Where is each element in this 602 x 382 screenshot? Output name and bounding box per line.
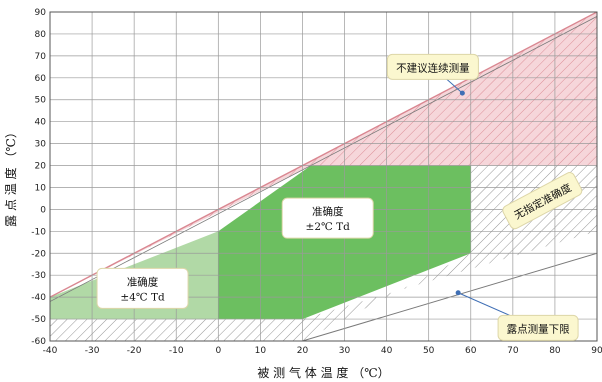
callout-text-accuracy-4c: ±4℃ Td [120, 291, 165, 303]
x-axis-title: 被 测 气 体 温 度 （℃） [257, 365, 389, 380]
leader-dot-dew-point-lower-limit [455, 290, 461, 296]
x-tick-label: 90 [591, 346, 602, 356]
x-tick-label: 40 [381, 346, 393, 356]
y-tick-label: -10 [31, 227, 46, 237]
y-tick-label: -20 [31, 249, 46, 259]
y-tick-label: 10 [35, 183, 47, 193]
dew-point-lower-limit-line [50, 252, 597, 341]
y-tick-label: 40 [35, 118, 47, 128]
x-tick-label: 0 [215, 346, 221, 356]
y-tick-label: 20 [35, 162, 47, 172]
callout-dew-point-lower-limit: 露点测量下限 [497, 314, 579, 341]
y-tick-label: 70 [35, 52, 47, 62]
x-tick-label: -40 [43, 346, 58, 356]
x-tick-label: 60 [465, 346, 477, 356]
y-axis-title: 露 点 温 度 （℃） [3, 126, 18, 227]
x-tick-label: 20 [297, 346, 309, 356]
x-tick-label: -10 [169, 346, 184, 356]
y-tick-label: 30 [35, 140, 47, 150]
y-tick-label: -60 [31, 337, 46, 347]
x-tick-label: -20 [127, 346, 142, 356]
callout-text-accuracy-4c: 准确度 [127, 275, 159, 288]
grid-layer [49, 11, 598, 342]
callout-text-accuracy-2c: ±2℃ Td [306, 221, 351, 233]
callout-box-unspecified-accuracy [502, 172, 583, 230]
saturation-line [50, 12, 597, 298]
y-tick-label: -30 [31, 271, 46, 281]
x-tick-label: 70 [507, 346, 519, 356]
ticks-layer: -40 -30 -20 -10 0 10 20 30 40 50 60 70 80 90 -60 -50 -40… [31, 8, 602, 356]
leader-dot-not-recommended [459, 90, 465, 96]
callout-accuracy-4c: 准确度 ±4℃ Td [96, 267, 189, 309]
callout-box-accuracy-4c [96, 267, 189, 309]
y-tick-label: 80 [35, 30, 47, 40]
x-tick-label: -30 [85, 346, 100, 356]
callout-text-dew-point-lower-limit: 露点测量下限 [507, 322, 570, 335]
x-tick-label: 80 [549, 346, 561, 356]
callout-box-not-recommended [386, 53, 479, 80]
callout-accuracy-2c: 准确度 ±2℃ Td [281, 197, 374, 239]
y-tick-label: 50 [35, 96, 47, 106]
saturation-offset-line [50, 16, 597, 302]
y-tick-label: 60 [35, 74, 47, 84]
callout-box-dew-point-lower-limit [497, 314, 579, 341]
plot-frame [49, 11, 598, 342]
y-tick-label: -40 [31, 293, 46, 303]
y-tick-label: 90 [35, 8, 47, 18]
x-tick-label: 50 [423, 346, 435, 356]
x-tick-label: 30 [339, 346, 351, 356]
x-tick-label: 10 [255, 346, 267, 356]
y-tick-label: 0 [40, 205, 46, 215]
y-tick-label: -50 [31, 315, 46, 325]
callout-not-recommended: 不建议连续测量 [386, 53, 479, 80]
callout-box-accuracy-2c [281, 197, 374, 239]
callout-text-not-recommended: 不建议连续测量 [396, 61, 470, 74]
callout-text-accuracy-2c: 准确度 [312, 205, 344, 218]
